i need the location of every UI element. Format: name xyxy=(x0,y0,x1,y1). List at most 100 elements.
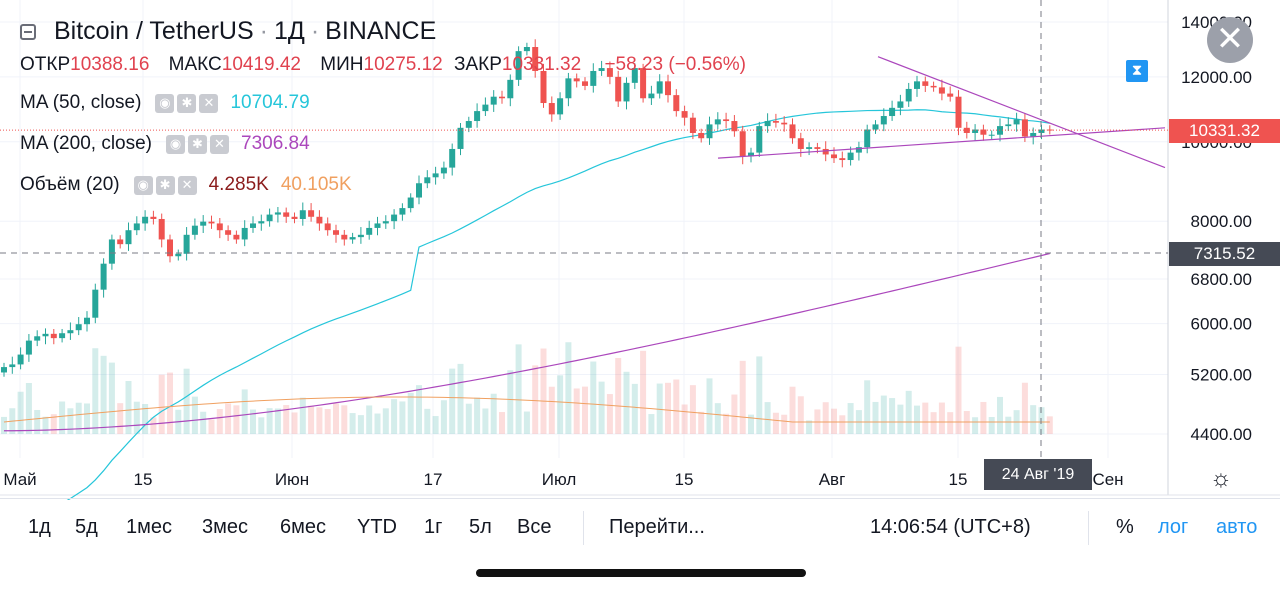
candle-body xyxy=(905,88,912,102)
volume-bar xyxy=(274,408,281,434)
candle-body xyxy=(673,95,680,112)
volume-bar xyxy=(889,398,896,434)
candle-body xyxy=(922,81,929,86)
candle-body xyxy=(723,119,730,122)
settings-icon[interactable]: ✱ xyxy=(155,175,175,195)
settings-icon[interactable]: ✱ xyxy=(177,93,197,113)
volume-bar xyxy=(440,400,447,434)
volume-bar xyxy=(308,405,315,434)
candle-body xyxy=(598,68,605,71)
volume-bar xyxy=(806,420,813,434)
candle-body xyxy=(291,216,298,219)
volume-bar xyxy=(980,401,987,434)
remove-icon[interactable]: ✕ xyxy=(177,175,197,195)
volume-bar xyxy=(922,402,929,434)
candle-body xyxy=(706,124,713,139)
candle-body xyxy=(349,237,356,240)
candle-body xyxy=(665,81,671,96)
candle-body xyxy=(582,81,588,86)
range-5d[interactable]: 5д xyxy=(75,516,98,538)
candle-body xyxy=(623,82,630,102)
indicator-volume[interactable]: Объём (20) ◉ ✱ ✕ 4.285K 40.105K xyxy=(20,174,352,196)
candle-body xyxy=(75,324,82,331)
range-5y[interactable]: 5л xyxy=(469,516,492,538)
range-3m[interactable]: 3мес xyxy=(202,516,248,538)
candle-body xyxy=(216,223,223,231)
y-tick-label: 12000.00 xyxy=(1181,68,1252,87)
range-all[interactable]: Все xyxy=(517,516,552,538)
candle-body xyxy=(366,227,373,235)
volume-bar xyxy=(465,403,472,434)
volume-bar xyxy=(208,419,215,434)
candle-body xyxy=(789,124,796,139)
volume-bar xyxy=(283,405,290,434)
candle-body xyxy=(914,81,920,89)
volume-bar xyxy=(158,374,165,434)
candle-body xyxy=(938,87,945,94)
ma200-value: 7306.84 xyxy=(241,133,310,154)
volume-bar xyxy=(349,413,356,434)
high-label: МАКС xyxy=(168,54,222,75)
candle-body xyxy=(432,173,439,178)
candle-body xyxy=(606,68,613,77)
volume-bar xyxy=(258,417,265,434)
volume-bar xyxy=(1,416,7,434)
indicator-ma50[interactable]: MA (50, close) ◉ ✱ ✕ 10704.79 xyxy=(20,92,310,114)
volume-bar xyxy=(357,415,364,434)
close-icon[interactable]: ✕ xyxy=(1207,17,1253,63)
volume-bar xyxy=(59,401,66,434)
volume-bar xyxy=(424,408,431,434)
candle-body xyxy=(523,47,530,52)
volume-bar xyxy=(432,416,439,434)
x-tick-label: 15 xyxy=(675,470,694,489)
candle-body xyxy=(324,223,331,231)
candle-body xyxy=(889,107,896,117)
candle-body xyxy=(507,79,514,99)
gear-icon[interactable]: ☼ xyxy=(1210,465,1232,492)
volume-bar xyxy=(997,396,1003,434)
high-value: 10419.42 xyxy=(221,54,301,75)
volume-bar xyxy=(333,403,339,434)
eye-icon[interactable]: ◉ xyxy=(133,175,153,195)
ma200-line xyxy=(3,252,1050,432)
bottom-toolbar: 1д 5д 1мес 3мес 6мес YTD 1г 5л Все Перей… xyxy=(0,498,1280,559)
volume-bar xyxy=(748,414,754,434)
candle-body xyxy=(158,218,165,240)
candle-body xyxy=(1038,129,1045,133)
range-ytd[interactable]: YTD xyxy=(357,516,397,538)
volume-bar xyxy=(416,385,422,434)
range-1d[interactable]: 1д xyxy=(28,516,51,538)
remove-icon[interactable]: ✕ xyxy=(210,134,229,154)
y-tick-label: 6800.00 xyxy=(1191,270,1252,289)
goto-button[interactable]: Перейти... xyxy=(609,516,705,538)
range-6m[interactable]: 6мес xyxy=(280,516,326,538)
volume-bar xyxy=(847,403,854,434)
log-toggle[interactable]: лог xyxy=(1158,516,1189,538)
indicator-ma200[interactable]: MA (200, close) ◉ ✱ ✕ 7306.84 xyxy=(20,133,310,155)
volume-bar xyxy=(640,350,647,434)
volume-bar xyxy=(789,386,796,434)
auto-toggle[interactable]: авто xyxy=(1216,516,1258,538)
range-1m[interactable]: 1мес xyxy=(126,516,172,538)
y-tick-label: 8000.00 xyxy=(1191,212,1252,231)
ma50-value: 10704.79 xyxy=(230,92,310,113)
remove-icon[interactable]: ✕ xyxy=(199,93,219,113)
collapse-icon[interactable] xyxy=(20,23,36,40)
eye-icon[interactable]: ◉ xyxy=(166,134,185,154)
volume-bar xyxy=(374,413,381,434)
y-tick-label: 6000.00 xyxy=(1191,315,1252,334)
close-value: 10331.32 xyxy=(501,54,582,75)
range-1y[interactable]: 1г xyxy=(424,516,443,538)
settings-icon[interactable]: ✱ xyxy=(188,134,207,154)
eye-icon[interactable]: ◉ xyxy=(155,93,175,113)
x-tick-label: Авг xyxy=(819,470,846,489)
candle-body xyxy=(864,129,871,148)
symbol-name: Bitcoin / TetherUS xyxy=(54,17,254,45)
hourglass-icon[interactable]: ⧗ xyxy=(1126,60,1148,82)
clock[interactable]: 14:06:54 (UTC+8) xyxy=(870,516,1031,538)
candle-body xyxy=(416,183,422,198)
candle-body xyxy=(167,239,173,257)
open-label: ОТКР xyxy=(20,54,71,75)
percent-toggle[interactable]: % xyxy=(1116,516,1134,538)
volume-bar xyxy=(914,405,920,434)
